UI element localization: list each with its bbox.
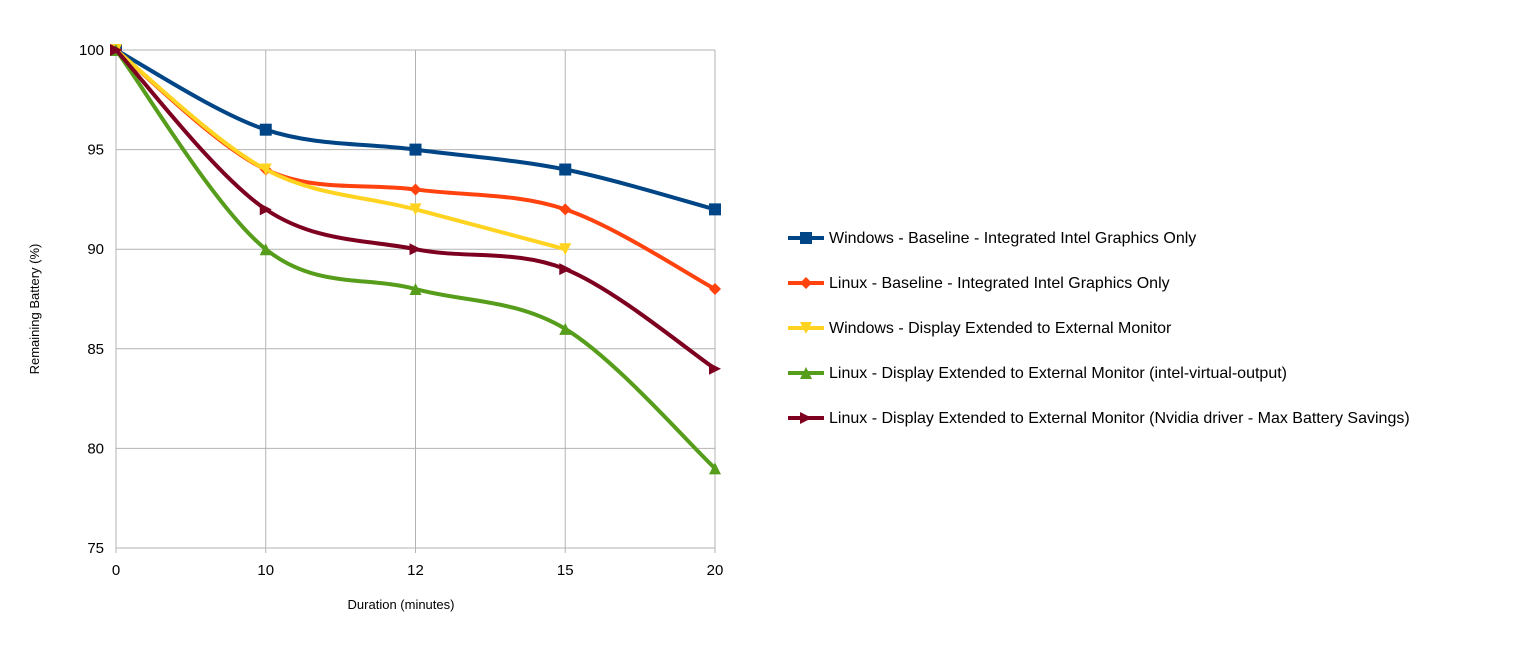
data-point: [110, 44, 122, 56]
legend-label: Linux - Display Extended to External Mon…: [829, 365, 1287, 382]
data-point: [259, 243, 272, 256]
data-point: [559, 203, 572, 216]
legend-item: Linux - Display Extended to External Mon…: [788, 410, 1410, 427]
axis-ticks: 75 80 85 90 95 100 0 10 12 15 20: [79, 42, 723, 579]
x-tick-label: 20: [707, 562, 724, 579]
legend-item: Linux - Baseline - Integrated Intel Grap…: [788, 275, 1170, 292]
series-line: [114, 48, 568, 252]
y-axis-title: Remaining Battery (%): [27, 244, 42, 375]
data-point: [409, 143, 422, 156]
data-point: [259, 203, 272, 216]
data-point: [709, 283, 721, 296]
y-tick-label: 85: [87, 341, 104, 358]
legend-marker: [800, 412, 812, 424]
legend-item: Windows - Baseline - Integrated Intel Gr…: [788, 230, 1196, 247]
y-tick-label: 80: [87, 440, 104, 457]
plot-series: [110, 44, 721, 475]
x-tick-label: 10: [257, 562, 274, 579]
y-tick-label: 95: [87, 142, 104, 159]
data-point: [559, 243, 572, 256]
x-axis-title: Duration (minutes): [348, 597, 455, 612]
x-tick-label: 0: [112, 562, 120, 579]
data-point: [559, 163, 572, 176]
x-tick-label: 15: [557, 562, 574, 579]
legend-label: Windows - Baseline - Integrated Intel Gr…: [829, 230, 1196, 247]
data-point: [409, 183, 422, 196]
data-point: [559, 322, 572, 335]
data-point: [409, 243, 422, 256]
data-point: [559, 263, 572, 276]
data-point: [709, 362, 721, 375]
y-tick-label: 100: [79, 42, 104, 59]
legend-item: Windows - Display Extended to External M…: [788, 320, 1172, 337]
legend-label: Linux - Baseline - Integrated Intel Grap…: [829, 275, 1170, 292]
y-tick-label: 75: [87, 540, 104, 557]
legend-item: Linux - Display Extended to External Mon…: [788, 365, 1287, 382]
legend-label: Linux - Display Extended to External Mon…: [829, 410, 1410, 427]
legend-marker: [800, 322, 812, 334]
series-5: [110, 44, 721, 375]
series-3: [110, 44, 572, 256]
data-point: [259, 123, 272, 136]
x-tick-label: 12: [407, 562, 424, 579]
data-point: [709, 462, 721, 475]
legend-marker: [800, 367, 812, 379]
legend-marker: [800, 232, 812, 244]
y-tick-label: 90: [87, 241, 104, 258]
data-point: [709, 203, 721, 216]
legend-marker: [800, 277, 812, 289]
legend-label: Windows - Display Extended to External M…: [829, 320, 1172, 337]
legend: Windows - Baseline - Integrated Intel Gr…: [788, 230, 1410, 427]
data-point: [409, 203, 422, 216]
data-point: [259, 163, 272, 176]
data-point: [409, 283, 422, 296]
